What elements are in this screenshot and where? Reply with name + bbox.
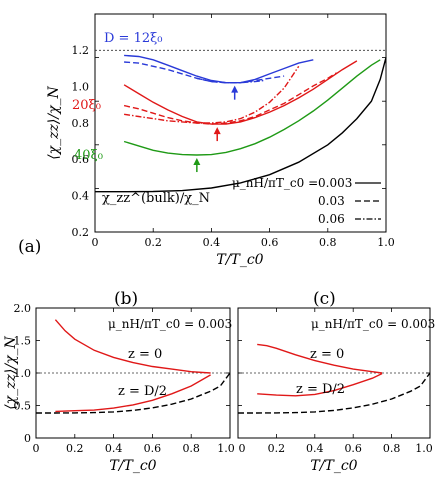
series-line-solid — [95, 57, 387, 193]
panel-b-series — [36, 319, 231, 414]
panel-c-ticks — [237, 307, 431, 439]
label-d40: 40ξ₀ — [74, 148, 103, 163]
panel-a-xtick: 0.2 — [144, 236, 162, 249]
panel-a-xlabel: T/T_c0 — [216, 252, 263, 268]
panel-b-ytick: 1.0 — [14, 367, 32, 380]
legend-title: μ_nH/πT_c0 = — [232, 176, 318, 190]
panel-a-ytick: 0.2 — [72, 226, 90, 239]
panel-b-label-z0: z = 0 — [128, 347, 162, 362]
panel-c-xtick: 0 — [239, 442, 246, 455]
panel-c-label-z0: z = 0 — [310, 347, 344, 362]
panel-b-label: (b) — [114, 289, 138, 309]
panel-c: (c) 0 0.2 0.4 0.6 0.8 1.0 T/T_c0 μ_nH/πT… — [237, 289, 435, 474]
panel-c-parameter: μ_nH/πT_c0 = 0.003 — [311, 317, 435, 331]
panel-b-xtick: 0.4 — [105, 442, 123, 455]
minimum-arrow-head — [213, 127, 221, 135]
panel-b-ytick: 2.0 — [14, 302, 32, 315]
panel-c-xtick: 1.0 — [415, 442, 433, 455]
panel-a-ytick: 0.4 — [72, 190, 90, 203]
panel-c-xtick: 0.6 — [344, 442, 362, 455]
panel-b-xtick: 0.8 — [182, 442, 200, 455]
panel-a-ytick: 1.0 — [72, 81, 90, 94]
legend-item-0003: 0.003 — [318, 176, 352, 190]
panel-b-xtick: 0.6 — [144, 442, 162, 455]
panel-b-parameter: μ_nH/πT_c0 = 0.003 — [108, 317, 232, 331]
panel-a-xtick: 0 — [92, 236, 99, 249]
panel-b: (b) 0 0.5 1.0 1.5 2.0 0 0.2 0.4 0.6 0.8 … — [3, 289, 235, 474]
panel-c-xtick: 0.2 — [268, 442, 286, 455]
panel-b-xlabel: T/T_c0 — [109, 458, 156, 474]
label-bulk: χ_zz^(bulk)/χ_N — [102, 191, 210, 206]
panel-a-ytick: 0.8 — [72, 117, 90, 130]
panel-a-series — [95, 54, 387, 193]
panel-a-xtick: 0.6 — [261, 236, 279, 249]
panel-a-ytick: 1.2 — [72, 44, 90, 57]
series-line-solid — [257, 372, 383, 397]
panel-c-label-zd2: z = D/2 — [296, 382, 345, 397]
panel-b-ytick: 0.5 — [14, 400, 32, 413]
panel-c-xlabel: T/T_c0 — [310, 458, 357, 474]
panel-b-label-zd2: z = D/2 — [118, 384, 167, 399]
series-line-solid — [55, 374, 211, 413]
panel-c-xtick: 0.8 — [383, 442, 401, 455]
panel-b-ticks — [35, 307, 231, 439]
series-line-dashed — [124, 61, 285, 84]
minimum-arrow-head — [231, 85, 239, 93]
panel-a-xtick: 0.8 — [319, 236, 337, 249]
panel-a-label: (a) — [18, 237, 41, 257]
panel-a-arrows — [193, 85, 239, 173]
panel-a-xtick: 1.0 — [377, 236, 395, 249]
panel-b-xtick: 1.0 — [217, 442, 235, 455]
panel-a-xtick: 0.4 — [203, 236, 221, 249]
label-d20: 20ξ₀ — [72, 98, 101, 113]
panel-a-ytick: 0.6 — [72, 153, 90, 166]
panel-b-ytick: 0 — [24, 432, 31, 445]
series-line-solid — [123, 60, 358, 125]
series-line-solid — [54, 319, 211, 374]
label-d12: D = 12ξ₀ — [104, 31, 163, 46]
panel-c-xtick: 0.4 — [306, 442, 324, 455]
panel-c-series — [238, 343, 431, 414]
series-line-dashed — [123, 72, 337, 125]
panel-a-ylabel: ⟨χ_zz⟩/χ_N — [46, 85, 62, 159]
panel-a: 0.2 0.4 0.6 0.8 1.0 1.2 0 0.2 0.4 0.6 0.… — [18, 13, 395, 268]
series-line-dashdot — [123, 65, 300, 124]
series-line-dashdot — [196, 77, 264, 84]
legend-item-006: 0.06 — [318, 212, 345, 226]
panel-a-frame — [94, 13, 387, 233]
legend: μ_nH/πT_c0 = 0.003 0.03 0.06 — [232, 176, 381, 226]
panel-b-xtick: 0 — [33, 442, 40, 455]
panel-a-ticks — [94, 13, 387, 233]
series-line-solid — [257, 343, 383, 374]
panel-b-ylabel: ⟨χ_zz⟩/χ_N — [3, 335, 19, 409]
panel-c-label: (c) — [313, 289, 336, 309]
panel-b-ytick: 1.5 — [14, 335, 32, 348]
minimum-arrow-head — [193, 158, 201, 166]
panel-b-xtick: 0.2 — [66, 442, 84, 455]
legend-item-003: 0.03 — [318, 194, 345, 208]
series-line-solid — [124, 54, 314, 84]
series-line-solid — [123, 59, 381, 156]
